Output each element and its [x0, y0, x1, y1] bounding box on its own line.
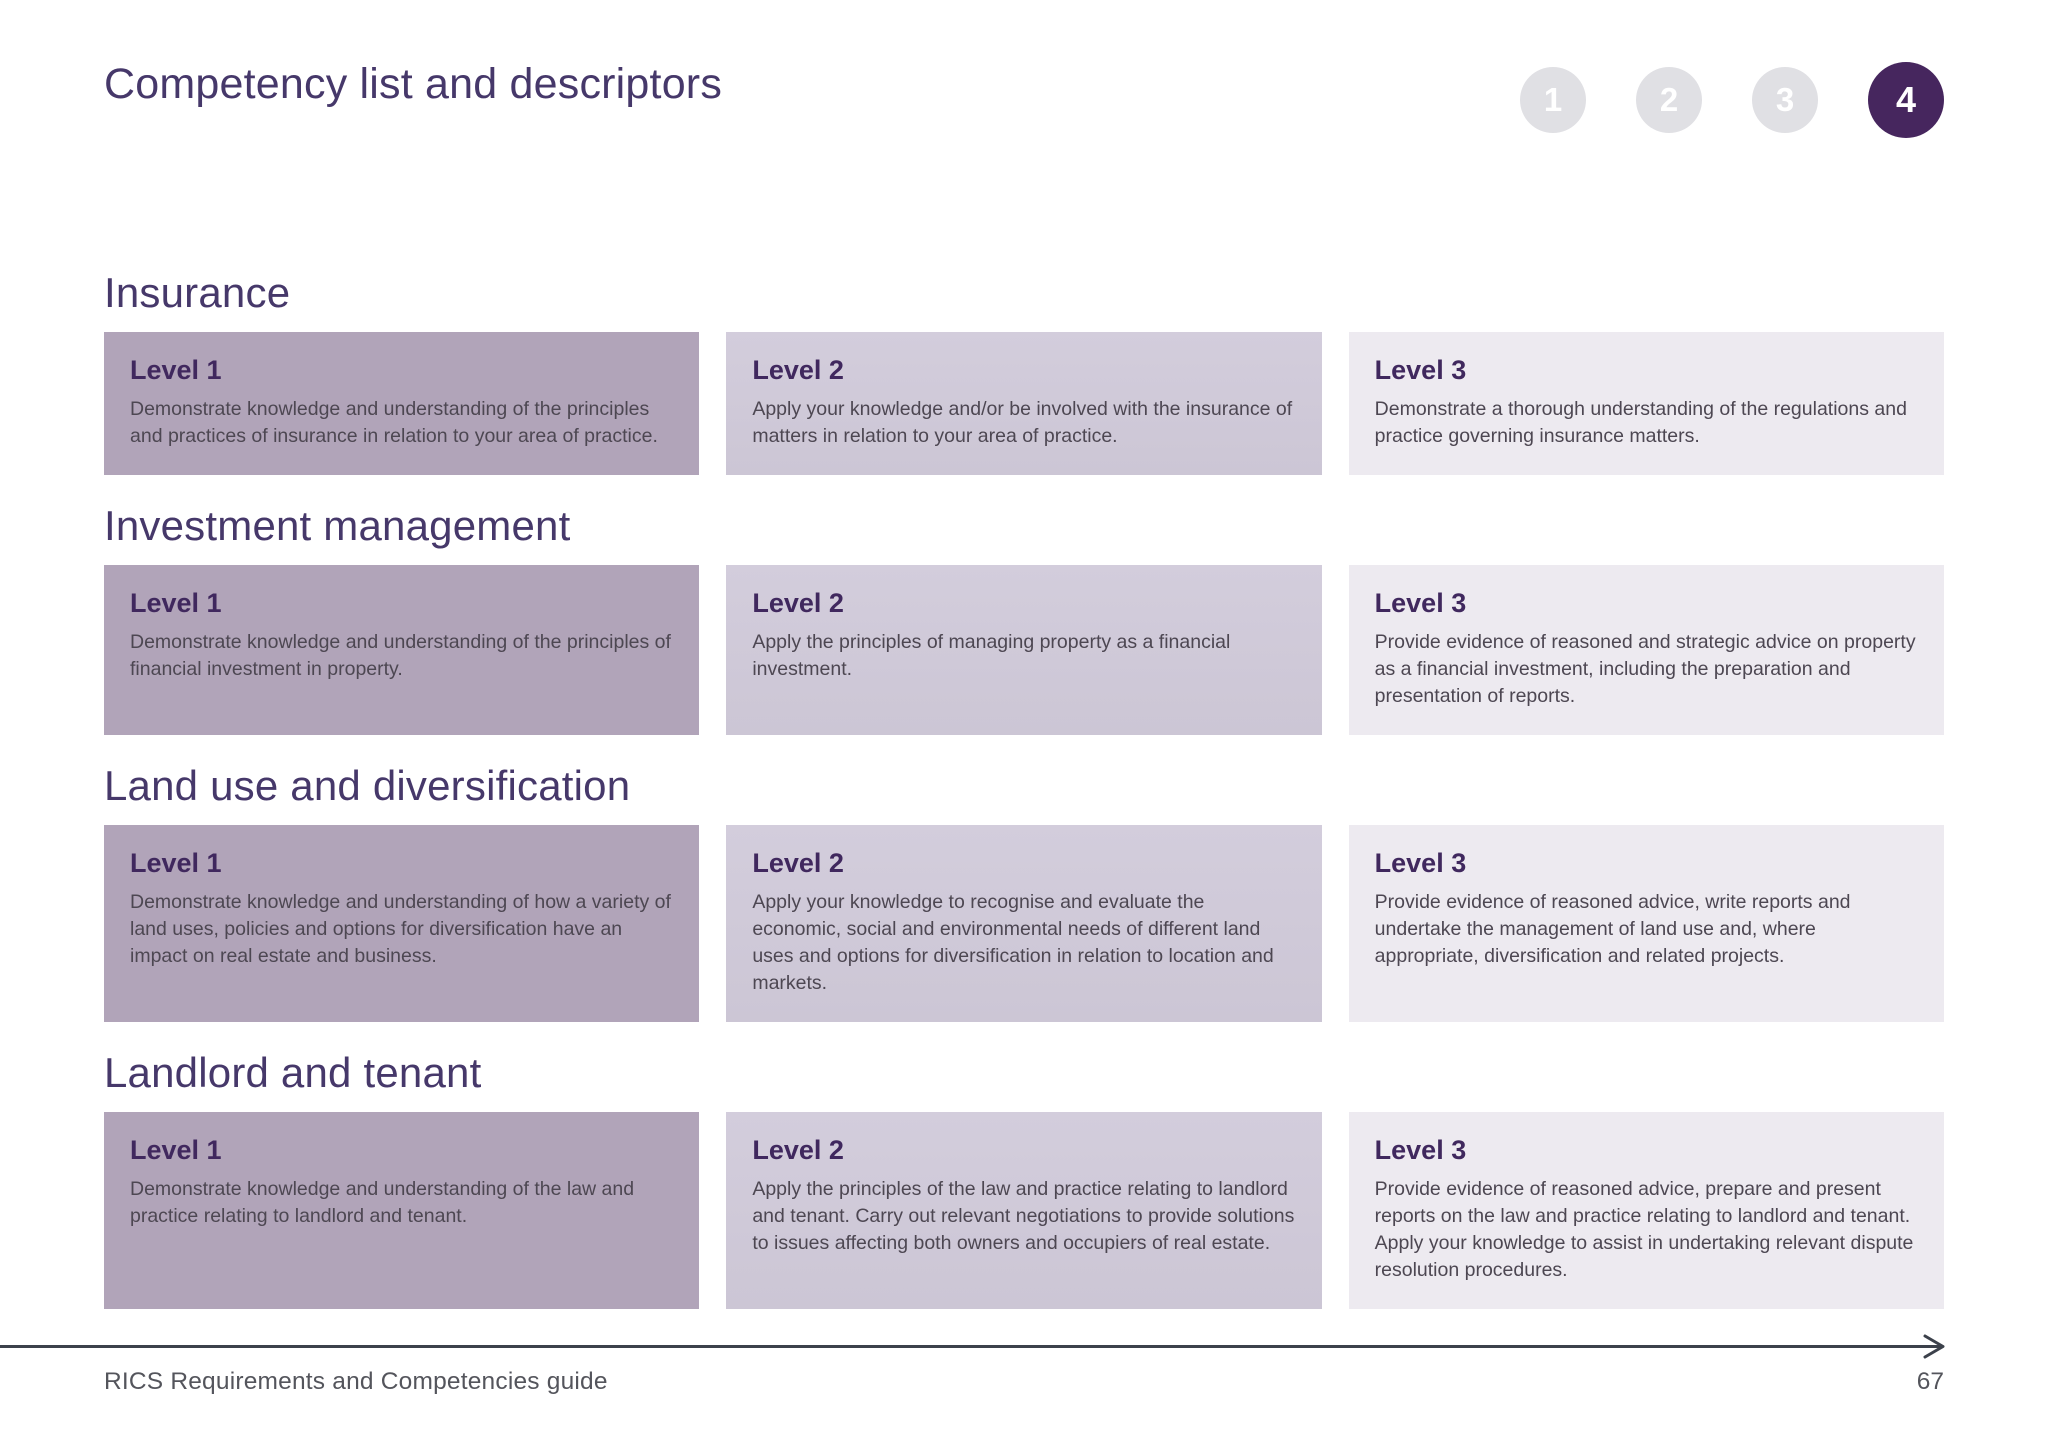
level-title: Level 1	[130, 355, 222, 385]
page-footer: RICS Requirements and Competencies guide…	[104, 1368, 1944, 1396]
level-descriptor: Provide evidence of reasoned advice, pre…	[1374, 1178, 1914, 1281]
footer-document-title: RICS Requirements and Competencies guide	[104, 1368, 608, 1395]
step-2[interactable]: 2	[1636, 67, 1702, 133]
level-descriptor: Demonstrate a thorough understanding of …	[1374, 398, 1907, 447]
level-title: Level 3	[1374, 1135, 1467, 1165]
step-4-active[interactable]: 4	[1868, 62, 1944, 138]
land-use-level-1-card: Level 1 Demonstrate knowledge and unders…	[104, 825, 700, 1022]
card-row: Level 1 Demonstrate knowledge and unders…	[104, 332, 1944, 475]
land-use-level-2-card: Level 2 Apply your knowledge to recognis…	[726, 825, 1322, 1022]
level-descriptor: Apply your knowledge to recognise and ev…	[752, 891, 1274, 994]
level-title: Level 2	[752, 848, 844, 878]
landlord-level-3-card: Level 3 Provide evidence of reasoned adv…	[1348, 1112, 1944, 1309]
competency-sections: Insurance Level 1 Demonstrate knowledge …	[104, 268, 1944, 1309]
insurance-level-2-card: Level 2 Apply your knowledge and/or be i…	[726, 332, 1322, 475]
landlord-level-1-card: Level 1 Demonstrate knowledge and unders…	[104, 1112, 700, 1309]
page-header: Competency list and descriptors 1 2 3 4	[104, 58, 1944, 138]
section-heading-land-use: Land use and diversification	[104, 762, 631, 809]
section-heading-insurance: Insurance	[104, 269, 291, 316]
level-title: Level 3	[1374, 355, 1467, 385]
section-landlord-tenant: Landlord and tenant Level 1 Demonstrate …	[104, 1048, 1944, 1309]
level-descriptor: Apply the principles of the law and prac…	[752, 1178, 1295, 1254]
section-heading-investment-management: Investment management	[104, 502, 571, 549]
level-descriptor: Provide evidence of reasoned and strateg…	[1374, 631, 1916, 707]
step-1[interactable]: 1	[1520, 67, 1586, 133]
investment-level-2-card: Level 2 Apply the principles of managing…	[726, 565, 1322, 735]
investment-level-1-card: Level 1 Demonstrate knowledge and unders…	[104, 565, 700, 735]
level-descriptor: Demonstrate knowledge and understanding …	[130, 891, 671, 967]
level-title: Level 2	[752, 355, 844, 385]
section-land-use: Land use and diversification Level 1 Dem…	[104, 761, 1944, 1022]
level-descriptor: Demonstrate knowledge and understanding …	[130, 1178, 635, 1227]
card-row: Level 1 Demonstrate knowledge and unders…	[104, 825, 1944, 1022]
level-title: Level 3	[1374, 588, 1467, 618]
page-title: Competency list and descriptors	[104, 60, 723, 108]
insurance-level-3-card: Level 3 Demonstrate a thorough understan…	[1348, 332, 1944, 475]
level-title: Level 2	[752, 588, 844, 618]
investment-level-3-card: Level 3 Provide evidence of reasoned and…	[1348, 565, 1944, 735]
footer-arrow-line	[0, 1334, 1945, 1359]
level-descriptor: Apply your knowledge and/or be involved …	[752, 398, 1293, 447]
level-title: Level 2	[752, 1135, 844, 1165]
footer-page-number: 67	[1916, 1368, 1944, 1395]
step-3[interactable]: 3	[1752, 67, 1818, 133]
level-title: Level 1	[130, 848, 222, 878]
section-heading-landlord-tenant: Landlord and tenant	[104, 1049, 482, 1096]
level-descriptor: Demonstrate knowledge and understanding …	[130, 631, 671, 680]
level-descriptor: Provide evidence of reasoned advice, wri…	[1374, 891, 1851, 967]
section-investment-management: Investment management Level 1 Demonstrat…	[104, 501, 1944, 735]
level-title: Level 1	[130, 588, 222, 618]
level-descriptor: Apply the principles of managing propert…	[752, 631, 1231, 680]
landlord-level-2-card: Level 2 Apply the principles of the law …	[726, 1112, 1322, 1309]
card-row: Level 1 Demonstrate knowledge and unders…	[104, 1112, 1944, 1309]
section-insurance: Insurance Level 1 Demonstrate knowledge …	[104, 268, 1944, 475]
card-row: Level 1 Demonstrate knowledge and unders…	[104, 565, 1944, 735]
level-descriptor: Demonstrate knowledge and understanding …	[130, 398, 658, 447]
level-title: Level 1	[130, 1135, 222, 1165]
step-indicator: 1 2 3 4	[1520, 62, 1944, 138]
land-use-level-3-card: Level 3 Provide evidence of reasoned adv…	[1348, 825, 1944, 1022]
insurance-level-1-card: Level 1 Demonstrate knowledge and unders…	[104, 332, 700, 475]
level-title: Level 3	[1374, 848, 1467, 878]
